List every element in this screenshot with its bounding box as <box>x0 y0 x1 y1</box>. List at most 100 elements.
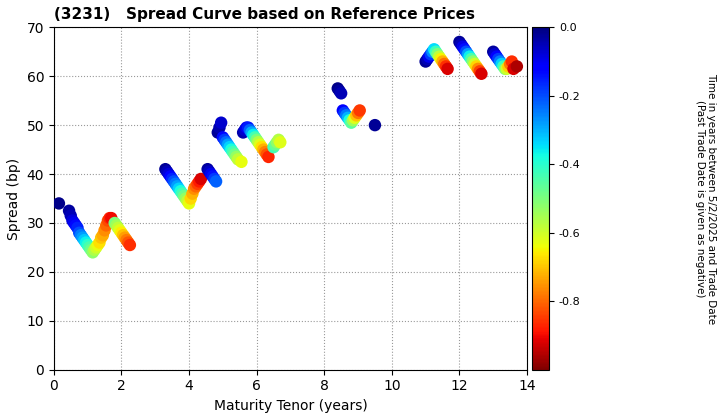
Point <box>225 146 237 153</box>
Point <box>114 227 125 234</box>
Point <box>185 195 197 202</box>
Point <box>102 217 114 224</box>
Point <box>122 239 134 246</box>
Point <box>511 63 523 70</box>
Point <box>268 144 279 150</box>
Point <box>342 114 354 121</box>
Point <box>369 122 381 129</box>
Point <box>503 63 514 70</box>
Point <box>501 66 513 72</box>
Point <box>433 53 445 60</box>
Point <box>65 212 76 219</box>
Point <box>492 56 504 63</box>
Point <box>352 110 364 116</box>
Point <box>235 158 247 165</box>
Point <box>459 46 470 52</box>
Y-axis label: Time in years between 5/2/2025 and Trade Date
(Past Trade Date is given as negat: Time in years between 5/2/2025 and Trade… <box>695 73 716 324</box>
Point <box>190 183 202 190</box>
Point <box>273 136 284 143</box>
Point <box>124 241 135 248</box>
Point <box>258 146 269 153</box>
Point <box>186 190 198 197</box>
Y-axis label: Spread (bp): Spread (bp) <box>7 158 21 239</box>
Point <box>248 131 259 138</box>
Point <box>338 110 350 116</box>
Point <box>420 58 431 65</box>
Point <box>175 188 186 194</box>
Point <box>422 56 433 63</box>
Point <box>496 60 508 67</box>
Point <box>354 107 366 114</box>
Point <box>460 48 472 55</box>
Point <box>253 139 264 146</box>
Point <box>161 168 173 175</box>
Point <box>476 71 487 77</box>
Point <box>121 237 132 244</box>
Point <box>116 229 127 236</box>
Point <box>89 247 100 253</box>
Point <box>233 156 244 163</box>
Point <box>474 68 485 75</box>
Point <box>464 53 475 60</box>
Point <box>344 117 356 123</box>
Point <box>215 119 227 126</box>
Point <box>263 154 274 160</box>
Point <box>117 232 129 239</box>
Point <box>222 142 234 148</box>
Point <box>430 48 441 55</box>
Point <box>224 144 235 150</box>
Point <box>179 193 190 199</box>
Point <box>347 117 359 123</box>
Point <box>494 58 505 65</box>
Point <box>427 48 438 55</box>
Point <box>192 181 203 187</box>
Point <box>505 60 516 67</box>
X-axis label: Maturity Tenor (years): Maturity Tenor (years) <box>214 399 367 413</box>
Point <box>346 119 357 126</box>
Point <box>82 241 94 248</box>
Point <box>271 139 283 146</box>
Point <box>68 220 80 226</box>
Point <box>239 127 251 134</box>
Point <box>181 198 193 205</box>
Point <box>53 200 65 207</box>
Point <box>75 232 86 239</box>
Point <box>209 176 220 182</box>
Point <box>205 171 217 177</box>
Point <box>471 63 482 70</box>
Point <box>491 53 503 60</box>
Point <box>109 220 120 226</box>
Point <box>101 222 112 229</box>
Point <box>219 136 230 143</box>
Point <box>189 185 200 192</box>
Point <box>92 241 104 248</box>
Point <box>341 112 352 119</box>
Point <box>165 173 176 180</box>
Point <box>332 85 343 92</box>
Point <box>438 60 450 67</box>
Point <box>85 247 96 253</box>
Point <box>256 144 267 150</box>
Point <box>261 151 273 158</box>
Point <box>251 136 262 143</box>
Point <box>171 183 183 190</box>
Point <box>96 234 107 241</box>
Point <box>163 171 174 177</box>
Point <box>432 51 444 58</box>
Point <box>499 66 510 72</box>
Point <box>94 239 105 246</box>
Point <box>70 222 81 229</box>
Point <box>440 63 451 70</box>
Point <box>184 200 195 207</box>
Point <box>180 195 192 202</box>
Point <box>204 168 215 175</box>
Point <box>111 222 122 229</box>
Point <box>472 66 484 72</box>
Point <box>166 176 178 182</box>
Point <box>67 217 78 224</box>
Point <box>489 51 500 58</box>
Point <box>73 229 85 236</box>
Point <box>437 58 449 65</box>
Point <box>425 51 436 58</box>
Point <box>217 134 229 141</box>
